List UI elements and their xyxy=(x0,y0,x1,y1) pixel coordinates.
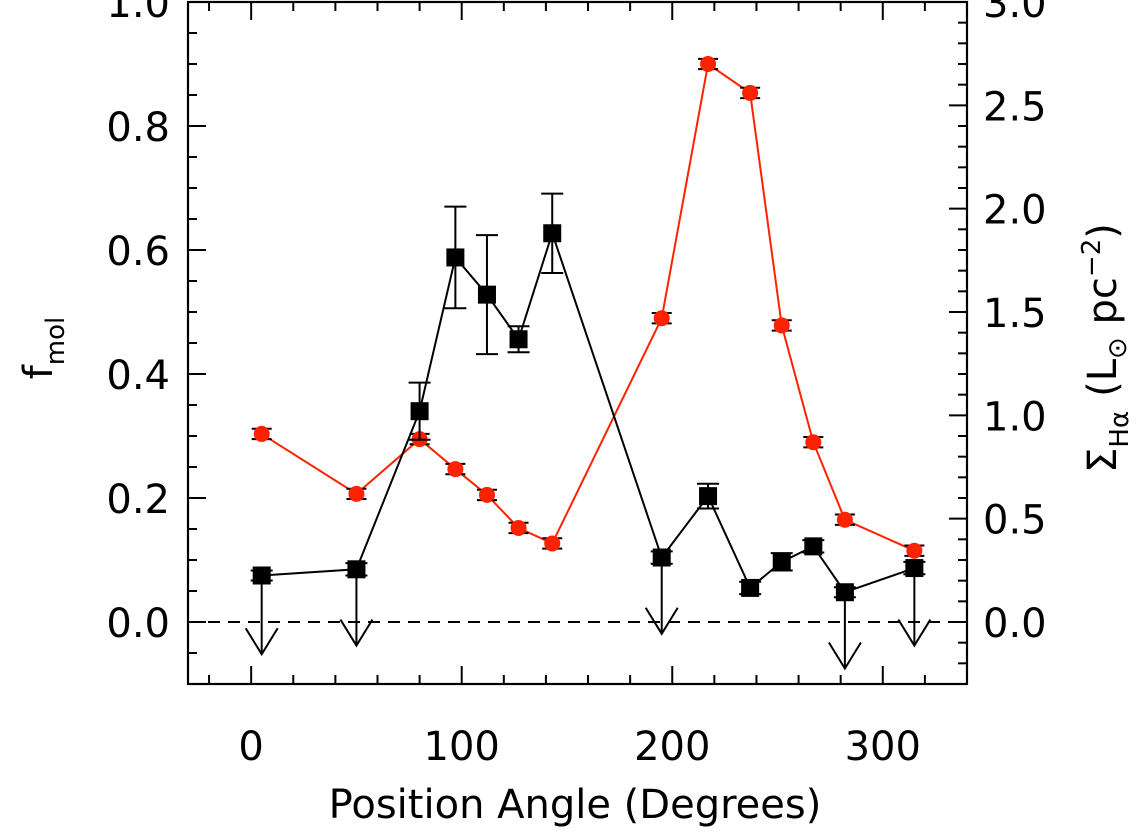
h-alpha-point xyxy=(805,434,822,451)
f-mol-point xyxy=(741,578,760,597)
f-mol-point xyxy=(772,552,791,571)
f-mol-point xyxy=(252,566,271,585)
upper-limit-arrow-head xyxy=(339,619,374,648)
f-mol-point xyxy=(905,559,924,578)
y-left-tick-label: 1.0 xyxy=(106,0,170,27)
f-mol-point xyxy=(410,402,429,421)
f-mol-point xyxy=(699,487,718,506)
x-tick-label: 200 xyxy=(634,724,710,770)
y-right-tick-label: 3.0 xyxy=(983,0,1047,27)
h-alpha-point xyxy=(253,425,270,442)
axis-ticks xyxy=(188,1,968,685)
h-alpha-point xyxy=(447,461,464,478)
x-tick-label: 100 xyxy=(424,724,500,770)
x-axis-label: Position Angle (Degrees) xyxy=(329,782,822,828)
plot-frame xyxy=(186,0,969,686)
h-alpha-line xyxy=(261,62,915,552)
h-alpha-point xyxy=(348,485,365,502)
f-mol-point xyxy=(477,285,496,304)
f-mol-point xyxy=(446,248,465,267)
h-alpha-point xyxy=(700,56,717,72)
f-mol-point xyxy=(543,224,562,243)
f-mol-point xyxy=(804,537,823,556)
upper-limit-arrow-head xyxy=(644,607,679,636)
tick-labels: 0 100 200 300 0.0 0.2 0.4 0.6 0.8 1.0 0.0 0.5 1.0 1.5… xyxy=(106,0,1046,770)
y-right-tick-label: 0.5 xyxy=(983,498,1047,544)
h-alpha-point xyxy=(906,542,923,559)
plot-border xyxy=(186,0,969,686)
upper-limit-arrow-head xyxy=(828,641,862,671)
y-left-tick-label: 0.2 xyxy=(106,477,170,523)
h-alpha-point xyxy=(510,519,527,536)
h-alpha-point xyxy=(544,535,561,552)
upper-limit-arrow-head xyxy=(897,619,932,648)
x-tick-label: 300 xyxy=(845,724,921,770)
upper-limit-arrow-head xyxy=(244,627,279,657)
y-right-tick-label: 2.0 xyxy=(983,188,1047,234)
y-axis-right-label: ΣHα(L⊙ pc−2) xyxy=(1077,223,1135,473)
series-h-alpha xyxy=(251,56,925,559)
series-f-mol xyxy=(244,192,932,671)
y-left-tick-label: 0.8 xyxy=(106,105,170,151)
f-mol-point xyxy=(347,560,366,579)
x-tick-label: 0 xyxy=(238,724,263,770)
y-left-tick-label: 0.6 xyxy=(106,229,170,275)
y-left-tick-label: 0.4 xyxy=(106,353,170,399)
y-left-tick-label: 0.0 xyxy=(106,601,170,647)
h-alpha-point xyxy=(653,310,670,327)
h-alpha-point xyxy=(836,511,853,528)
y-right-tick-label: 1.5 xyxy=(983,291,1047,337)
y-right-tick-label: 0.0 xyxy=(983,601,1047,647)
f-mol-point xyxy=(652,548,671,567)
f-mol-point xyxy=(509,330,528,349)
h-alpha-point xyxy=(773,317,790,334)
f-mol-point xyxy=(835,583,854,602)
y-right-tick-label: 1.0 xyxy=(983,394,1047,440)
y-right-tick-label: 2.5 xyxy=(983,84,1047,130)
h-alpha-point xyxy=(478,486,495,503)
h-alpha-point xyxy=(742,84,759,101)
y-axis-left-label: fmol xyxy=(16,317,71,380)
